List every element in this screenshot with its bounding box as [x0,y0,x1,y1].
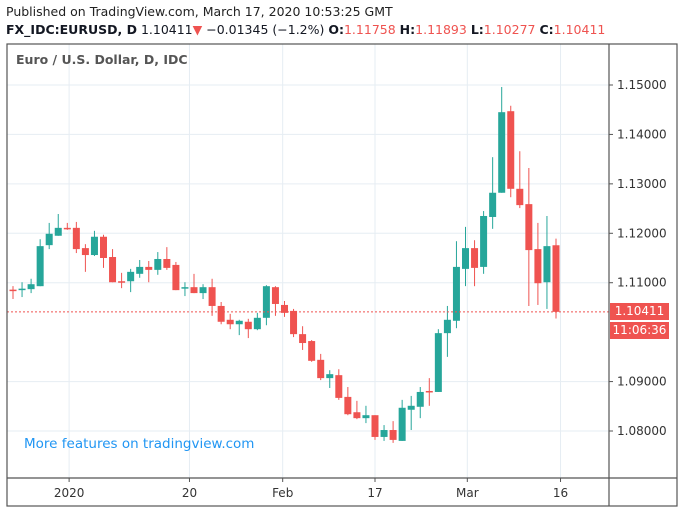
candle-up [36,246,44,287]
candle-down [226,319,234,325]
candle-up [154,258,162,270]
candle-up [90,236,98,256]
x-tick-label: 16 [553,486,568,500]
candle-down [145,266,153,270]
candle-down [525,204,533,251]
candle-down [471,248,479,268]
candle-up [434,333,442,392]
x-tick-label: Mar [456,486,479,500]
candle-up [380,430,388,437]
chart-title: Euro / U.S. Dollar, D, IDC [16,52,188,67]
price-change: −0.01345 (−1.2%) [206,22,325,37]
candle-down [244,321,252,330]
candle-down [317,359,325,379]
candle-up [416,391,424,407]
candle-up [443,319,451,334]
candle-down [290,310,298,335]
candle-down [371,415,379,437]
low-value: 1.10277 [483,22,536,37]
y-tick-label: 1.08000 [617,424,667,438]
candle-up [462,248,469,269]
candle-up [235,320,243,325]
candle-up [18,288,26,291]
candle-down [335,375,343,398]
candle-up [127,271,135,282]
candle-up [398,407,406,441]
candle-up [54,227,62,236]
candle-up [362,415,370,419]
y-tick-label: 1.13000 [617,177,667,191]
x-tick-label: 2020 [54,486,85,500]
candle-up [407,405,415,410]
y-tick-label: 1.12000 [617,226,667,240]
y-tick-label: 1.09000 [617,375,667,389]
candle-down [81,248,89,256]
open-label: O: [328,22,344,37]
watermark-link[interactable]: More features on tradingview.com [24,436,255,452]
candle-up [136,266,144,274]
candle-down [344,396,352,415]
candle-up [45,233,53,246]
candle-down [507,111,515,189]
candle-up [27,284,35,290]
y-tick-label: 1.15000 [617,78,667,92]
low-label: L: [470,22,484,37]
candle-down [63,227,71,230]
candle-up [543,246,551,283]
x-tick-label: 17 [367,486,382,500]
candle-down [118,281,126,283]
candle-down [9,289,17,292]
candle-down [552,245,560,312]
last-price-label: 1.10411 [610,303,669,320]
candle-down [299,334,307,344]
symbol-legend: FX_IDC:EURUSD, D 1.10411▼ −0.01345 (−1.2… [6,22,605,37]
x-tick-label: 20 [182,486,197,500]
candle-down [425,390,433,393]
candle-down [516,188,524,206]
candle-down [353,412,361,419]
candle-up [262,286,270,318]
candle-up [199,287,207,294]
last-price: 1.10411 [140,22,193,37]
candle-up [181,287,189,289]
close-label: C: [539,22,554,37]
candle-up [326,374,334,379]
high-value: 1.11893 [415,22,467,37]
candle-down [534,249,542,284]
candle-up [498,112,506,193]
candle-up [452,266,460,321]
candle-down [271,287,279,304]
candle-up [480,215,488,267]
candle-down [100,236,107,259]
close-value: 1.10411 [553,22,606,37]
candle-down [308,341,316,361]
triangle-down-icon: ▼ [192,22,203,37]
high-label: H: [399,22,416,37]
y-tick-label: 1.14000 [617,127,667,141]
candle-down [281,304,288,313]
candle-down [217,305,225,322]
y-tick-label: 1.11000 [617,276,667,290]
candle-down [389,430,397,440]
candle-up [489,192,497,217]
candle-down [163,258,171,268]
candle-down [190,287,198,294]
candle-down [208,287,216,306]
published-line: Published on TradingView.com, March 17, … [6,4,393,19]
chart-border [6,43,678,507]
x-tick-label: Feb [272,486,293,500]
candle-up [253,317,261,330]
countdown-label: 11:06:36 [610,322,669,339]
symbol-name: FX_IDC:EURUSD, D [6,22,137,37]
open-value: 1.11758 [343,22,396,37]
candle-down [109,257,117,283]
candle-down [172,264,180,291]
candle-down [72,227,80,250]
